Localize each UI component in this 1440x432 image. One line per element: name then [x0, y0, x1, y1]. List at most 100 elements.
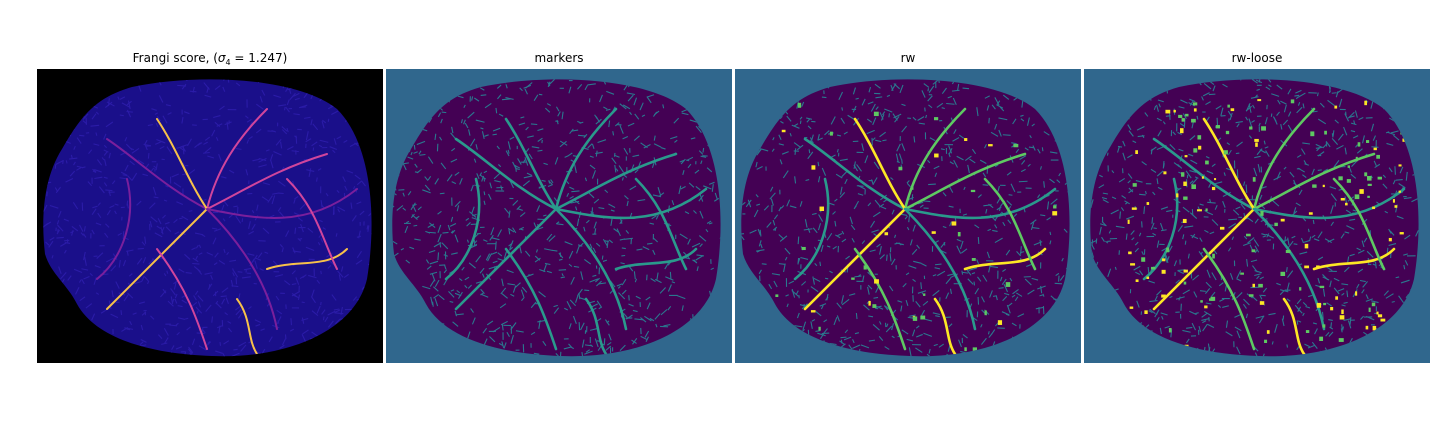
- texture-stroke: [174, 231, 180, 235]
- texture-stroke: [997, 185, 1000, 192]
- texture-stroke: [495, 107, 498, 114]
- texture-stroke: [1343, 126, 1348, 136]
- texture-stroke: [1362, 281, 1368, 288]
- texture-stroke: [568, 323, 572, 330]
- segmentation-speck: [1193, 148, 1198, 153]
- texture-stroke: [1122, 152, 1126, 161]
- texture-stroke: [299, 106, 307, 109]
- vessel-segment: [1252, 107, 1316, 211]
- texture-stroke: [964, 155, 972, 161]
- texture-stroke: [169, 324, 178, 327]
- texture-stroke: [1298, 320, 1302, 323]
- texture-stroke: [279, 244, 284, 248]
- texture-stroke: [1010, 183, 1016, 193]
- texture-stroke: [293, 199, 296, 204]
- texture-stroke: [508, 228, 511, 235]
- segmentation-speck: [1304, 243, 1309, 249]
- texture-stroke: [1259, 194, 1263, 200]
- texture-stroke: [75, 286, 80, 295]
- texture-stroke: [544, 248, 553, 252]
- texture-stroke: [222, 218, 226, 222]
- texture-stroke: [1259, 149, 1266, 154]
- texture-stroke: [429, 260, 439, 265]
- texture-stroke: [289, 92, 296, 100]
- texture-stroke: [290, 318, 293, 326]
- texture-stroke: [988, 333, 993, 338]
- texture-stroke: [933, 343, 938, 347]
- texture-stroke: [519, 87, 523, 92]
- texture-stroke: [255, 128, 262, 134]
- texture-stroke: [200, 233, 206, 238]
- texture-stroke: [654, 278, 662, 284]
- texture-stroke: [581, 339, 585, 348]
- texture-stroke: [949, 161, 954, 165]
- texture-stroke: [1351, 160, 1358, 167]
- texture-stroke: [165, 104, 171, 107]
- texture-stroke: [299, 275, 306, 280]
- texture-stroke: [1040, 285, 1043, 294]
- texture-stroke: [1024, 278, 1032, 286]
- texture-stroke: [433, 294, 440, 299]
- texture-stroke: [1134, 247, 1139, 253]
- texture-stroke: [570, 276, 575, 285]
- texture-stroke: [671, 281, 676, 284]
- texture-stroke: [1100, 223, 1106, 227]
- texture-stroke: [588, 192, 595, 199]
- texture-stroke: [608, 333, 612, 341]
- texture-stroke: [1122, 140, 1126, 147]
- segmentation-speck: [1005, 282, 1011, 287]
- texture-stroke: [919, 204, 924, 208]
- texture-stroke: [1188, 153, 1194, 157]
- texture-stroke: [1319, 102, 1325, 108]
- texture-stroke: [619, 103, 627, 110]
- texture-stroke: [826, 293, 829, 301]
- texture-stroke: [927, 159, 931, 164]
- texture-stroke: [912, 278, 916, 283]
- texture-stroke: [606, 341, 612, 346]
- segmentation-speck: [1191, 118, 1196, 123]
- texture-stroke: [109, 204, 115, 209]
- texture-stroke: [417, 206, 422, 211]
- texture-stroke: [1152, 191, 1156, 196]
- texture-stroke: [1160, 312, 1168, 316]
- texture-stroke: [1254, 273, 1261, 277]
- texture-stroke: [1020, 246, 1022, 255]
- texture-stroke: [1021, 99, 1024, 108]
- texture-stroke: [474, 97, 480, 102]
- texture-stroke: [676, 295, 686, 300]
- texture-stroke: [83, 226, 86, 232]
- texture-stroke: [758, 240, 762, 247]
- texture-stroke: [331, 294, 337, 301]
- texture-stroke: [548, 180, 551, 184]
- texture-stroke: [327, 310, 336, 316]
- texture-stroke: [433, 286, 439, 292]
- texture-stroke: [152, 186, 157, 196]
- texture-stroke: [505, 97, 514, 100]
- texture-stroke: [1370, 123, 1375, 132]
- texture-stroke: [1173, 260, 1178, 267]
- texture-stroke: [757, 228, 761, 236]
- texture-stroke: [1172, 131, 1176, 136]
- texture-stroke: [207, 155, 215, 159]
- texture-stroke: [534, 255, 541, 261]
- texture-stroke: [934, 263, 942, 266]
- texture-stroke: [587, 143, 593, 149]
- texture-stroke: [1393, 134, 1400, 141]
- texture-stroke: [901, 125, 908, 133]
- texture-stroke: [78, 224, 84, 232]
- texture-stroke: [1330, 205, 1334, 214]
- texture-stroke: [1365, 294, 1369, 300]
- segmentation-speck: [1200, 300, 1203, 303]
- texture-stroke: [1040, 214, 1046, 217]
- texture-stroke: [76, 165, 83, 169]
- texture-stroke: [984, 144, 987, 149]
- texture-stroke: [429, 280, 435, 287]
- texture-stroke: [1243, 298, 1250, 306]
- texture-stroke: [508, 246, 514, 251]
- texture-stroke: [505, 150, 510, 157]
- texture-stroke: [45, 221, 52, 226]
- texture-stroke: [1039, 294, 1044, 297]
- segmentation-speck: [1338, 176, 1343, 181]
- texture-stroke: [446, 174, 453, 182]
- texture-stroke: [162, 115, 168, 124]
